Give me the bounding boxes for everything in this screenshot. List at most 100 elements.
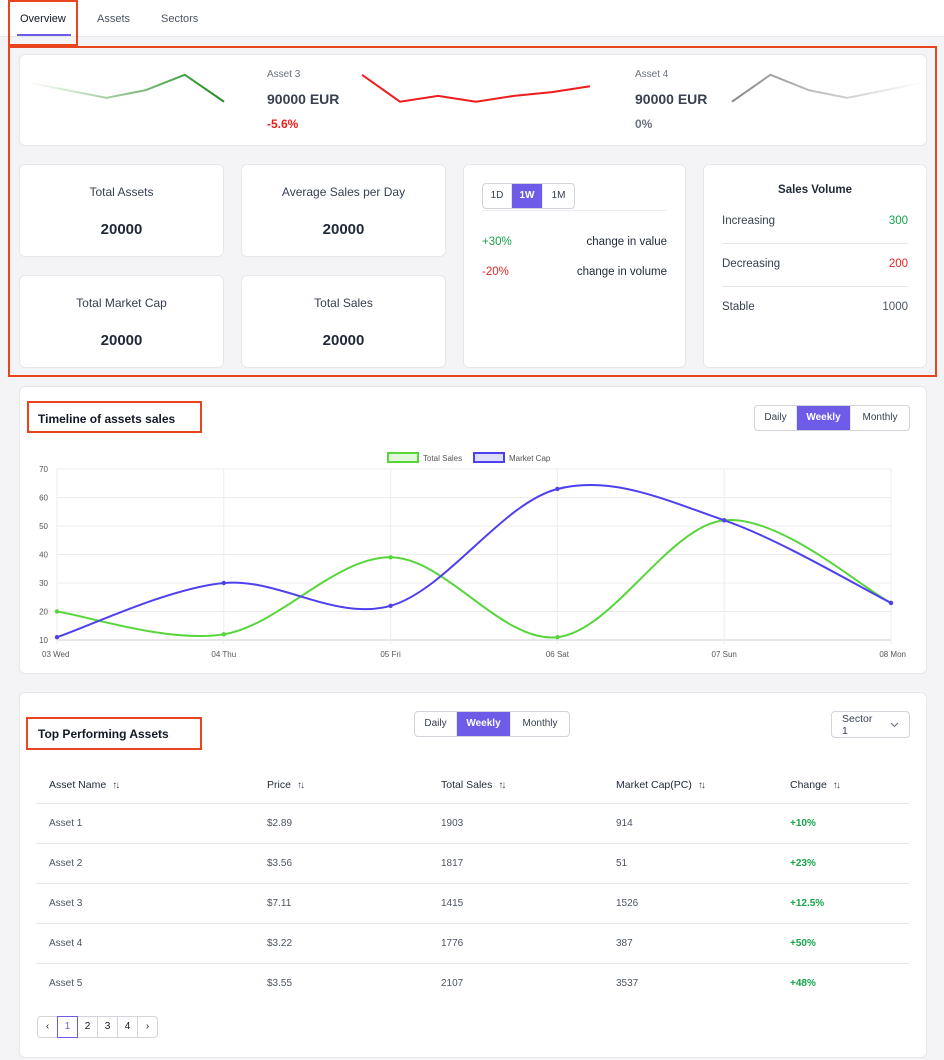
sales-volume-value: 300	[888, 215, 908, 227]
y-tick-label: 50	[39, 522, 48, 531]
cell-total-sales: 1817	[441, 858, 464, 869]
divider	[482, 210, 667, 211]
asset-3-sparkline	[361, 73, 591, 103]
x-tick-label: 05 Fri	[380, 650, 401, 659]
cell-market-cap: 914	[616, 818, 633, 829]
cell-total-sales: 1903	[441, 818, 464, 829]
cell-asset-name: Asset 2	[49, 858, 83, 869]
sales-volume-label: Increasing	[722, 215, 776, 227]
sort-icon[interactable]: ↑↓	[112, 779, 120, 791]
page-3-button[interactable]: 3	[97, 1016, 118, 1038]
sales-volume-value: 1000	[882, 301, 908, 313]
top-tab-bar: Overview Assets Sectors	[0, 0, 944, 37]
page-4-button[interactable]: 4	[117, 1016, 138, 1038]
sort-icon[interactable]: ↑↓	[498, 779, 506, 791]
table-row[interactable]: Asset 5 $3.55 2107 3537 +48%	[36, 963, 909, 1003]
sales-volume-row-stable: Stable 1000	[722, 301, 908, 313]
sort-icon[interactable]: ↑↓	[697, 779, 706, 791]
column-header-label: Price	[267, 779, 291, 791]
timeline-range-selector: Daily Weekly Monthly	[754, 405, 910, 431]
divider	[722, 243, 908, 244]
column-header-label: Total Sales	[441, 779, 493, 791]
next-page-button[interactable]: ›	[137, 1016, 158, 1038]
cell-market-cap: 3537	[616, 978, 639, 989]
cell-total-sales: 1776	[441, 938, 464, 949]
column-header-total-sales[interactable]: Total Sales ↑↓	[441, 779, 506, 791]
period-1w[interactable]: 1W	[512, 184, 543, 208]
cell-change: +48%	[790, 978, 816, 989]
series-line-total-sales	[56, 519, 892, 639]
change-card: 1D 1W 1M +30% change in value -20% chang…	[463, 164, 686, 368]
legend-swatch-total-sales	[387, 452, 419, 463]
stat-label: Total Sales	[314, 296, 373, 310]
page-1-button[interactable]: 1	[57, 1016, 78, 1038]
table-row[interactable]: Asset 2 $3.56 1817 51 +23%	[36, 843, 909, 883]
top-assets-title: Top Performing Assets	[38, 727, 169, 741]
data-point-market-cap	[221, 580, 226, 586]
cell-price: $3.56	[267, 858, 293, 869]
table-row[interactable]: Asset 4 $3.22 1776 387 +50%	[36, 923, 909, 963]
data-point-market-cap	[888, 600, 894, 606]
column-header-change[interactable]: Change ↑↓	[790, 779, 841, 791]
chart-grid	[56, 468, 892, 644]
tab-overview[interactable]: Overview	[20, 13, 66, 25]
sales-volume-label: Decreasing	[722, 258, 781, 270]
range-daily[interactable]: Daily	[755, 406, 797, 430]
cell-market-cap: 51	[616, 858, 628, 869]
cell-asset-name: Asset 4	[49, 938, 83, 949]
sales-volume-value: 200	[888, 258, 908, 270]
legend-swatch-market-cap	[473, 452, 505, 463]
cell-total-sales: 2107	[441, 978, 464, 989]
series-line-market-cap	[56, 483, 892, 639]
data-point-market-cap	[388, 603, 393, 608]
asset-4-price: 90000 EUR	[635, 91, 708, 107]
asset-4-sparkline	[731, 73, 925, 103]
data-point-market-cap	[555, 486, 560, 492]
data-point-market-cap	[722, 518, 727, 523]
column-header-label: Market Cap(PC)	[616, 779, 692, 791]
table-row[interactable]: Asset 1 $2.89 1903 914 +10%	[36, 803, 909, 843]
legend-label-total-sales: Total Sales	[423, 454, 462, 463]
range-weekly[interactable]: Weekly	[797, 406, 851, 430]
tab-sectors[interactable]: Sectors	[161, 13, 199, 25]
stat-card-total-market-cap: Total Market Cap 20000	[19, 275, 224, 368]
cell-change: +23%	[790, 858, 816, 869]
change-row-volume: -20% change in volume	[482, 266, 667, 278]
change-label: change in value	[586, 236, 667, 248]
cell-asset-name: Asset 5	[49, 978, 83, 989]
page-2-button[interactable]: 2	[77, 1016, 98, 1038]
cell-asset-name: Asset 1	[49, 818, 83, 829]
cell-change: +12.5%	[790, 898, 825, 909]
y-tick-label: 60	[39, 494, 48, 503]
tab-assets[interactable]: Assets	[97, 13, 131, 25]
range-monthly[interactable]: Monthly	[522, 718, 558, 729]
timeline-card: Timeline of assets sales Daily Weekly Mo…	[19, 386, 927, 674]
y-tick-label: 30	[39, 579, 48, 588]
stat-card-total-sales: Total Sales 20000	[241, 275, 446, 368]
column-header-asset-name[interactable]: Asset Name ↑↓	[49, 779, 120, 791]
prev-page-button[interactable]: ‹	[37, 1016, 58, 1038]
range-weekly[interactable]: Weekly	[457, 712, 511, 736]
column-header-market-cap[interactable]: Market Cap(PC) ↑↓	[616, 779, 706, 791]
cell-market-cap: 387	[616, 938, 633, 949]
stat-value: 20000	[322, 221, 365, 238]
top-assets-card: Top Performing Assets Daily Weekly Month…	[19, 692, 927, 1058]
sort-icon[interactable]: ↑↓	[296, 779, 305, 791]
range-daily[interactable]: Daily	[415, 712, 457, 736]
stat-value: 20000	[100, 221, 143, 238]
top-assets-range-selector: Daily Weekly Monthly	[414, 711, 570, 737]
y-tick-label: 10	[39, 636, 48, 645]
sort-icon[interactable]: ↑↓	[832, 779, 841, 791]
cell-price: $3.22	[267, 938, 293, 949]
period-1m[interactable]: 1M	[551, 190, 566, 201]
column-header-price[interactable]: Price ↑↓	[267, 779, 305, 791]
divider	[722, 286, 908, 287]
table-row[interactable]: Asset 3 $7.11 1415 1526 +12.5%	[36, 883, 909, 923]
asset-3-price: 90000 EUR	[267, 91, 340, 107]
period-1d[interactable]: 1D	[483, 184, 512, 208]
sales-volume-label: Stable	[722, 301, 755, 313]
chevron-down-icon	[890, 722, 899, 727]
sector-dropdown-value: Sector 1	[842, 712, 873, 737]
sector-dropdown[interactable]: Sector 1	[831, 711, 910, 738]
range-monthly[interactable]: Monthly	[862, 412, 898, 423]
